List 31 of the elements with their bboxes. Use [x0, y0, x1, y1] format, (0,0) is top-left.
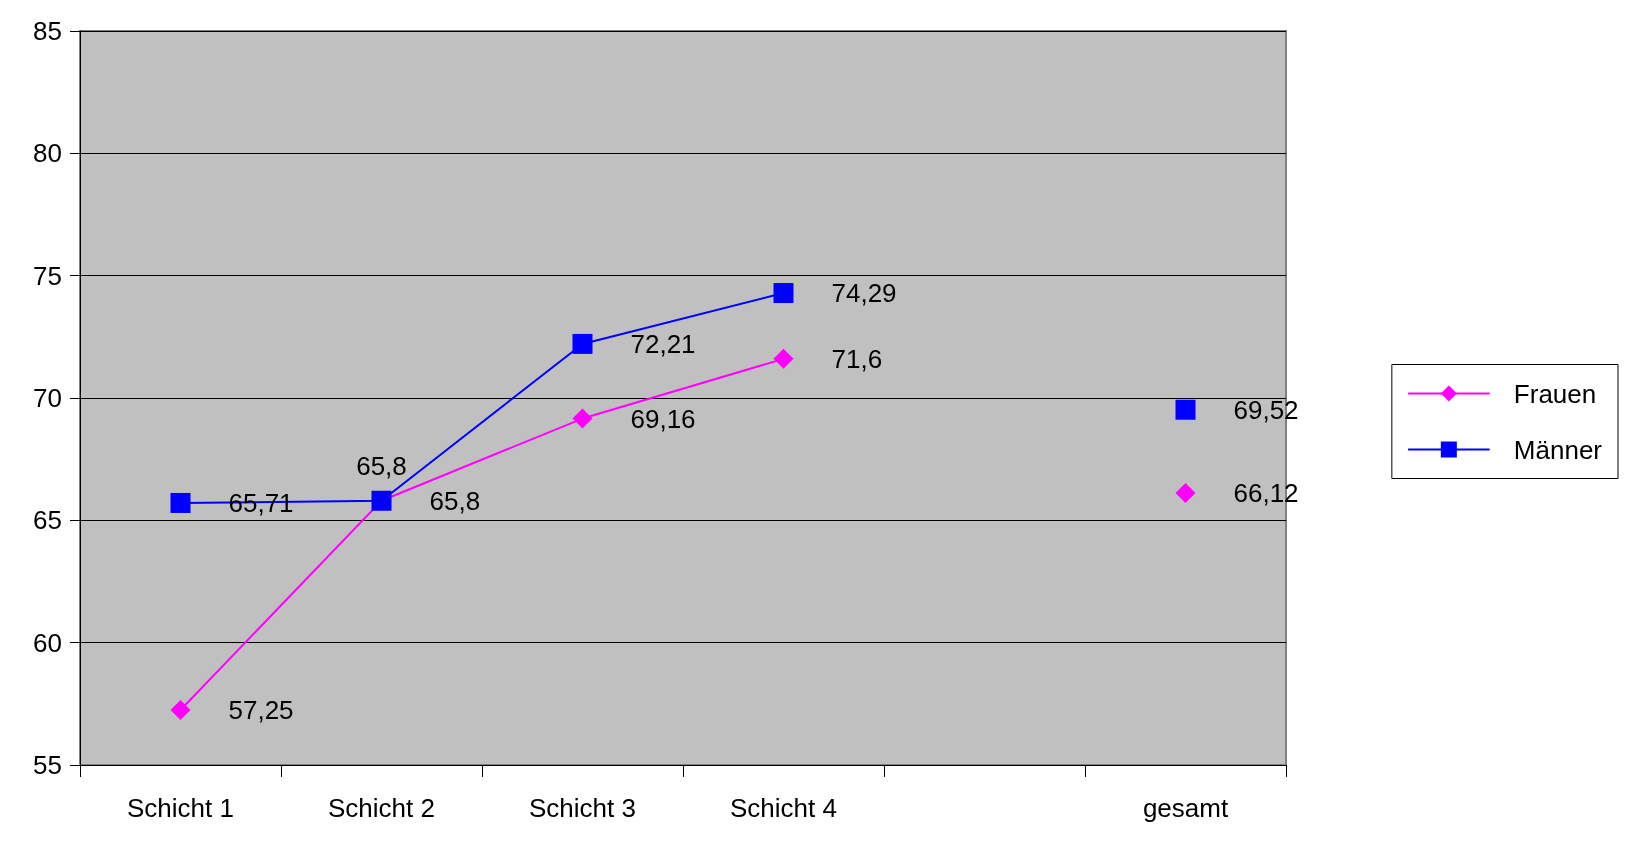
data-label: 71,6 — [831, 343, 883, 374]
data-label: 57,25 — [228, 694, 294, 725]
data-label: 65,8 — [429, 485, 481, 516]
y-tick-label: 65 — [33, 505, 62, 536]
data-label: 72,21 — [630, 328, 696, 359]
x-tick-label: Schicht 2 — [328, 793, 435, 823]
y-tick-label: 60 — [33, 627, 62, 658]
data-label: 74,29 — [831, 278, 897, 309]
y-tick-label: 75 — [33, 260, 62, 291]
data-label: 66,12 — [1233, 477, 1299, 508]
y-tick-label: 85 — [33, 16, 62, 46]
point — [773, 283, 794, 304]
x-tick-label: Schicht 1 — [127, 793, 234, 823]
point — [170, 699, 191, 720]
point — [572, 333, 593, 354]
data-label: 69,52 — [1233, 394, 1299, 425]
y-tick-label: 55 — [33, 750, 62, 780]
x-tick-label: Schicht 3 — [529, 793, 636, 823]
y-tick-label: 80 — [33, 138, 62, 169]
data-label: 69,16 — [630, 403, 696, 434]
point — [1175, 399, 1196, 420]
data-label: 65,8 — [356, 450, 407, 481]
legend-label: Männer — [1513, 434, 1603, 465]
legend-label: Frauen — [1513, 378, 1597, 409]
point — [773, 348, 794, 369]
x-tick-label: Schicht 4 — [730, 793, 837, 823]
point — [170, 492, 191, 513]
y-tick-label: 70 — [33, 383, 62, 413]
point — [1175, 482, 1196, 503]
point — [572, 408, 593, 429]
x-tick-label: gesamt — [1142, 793, 1229, 823]
